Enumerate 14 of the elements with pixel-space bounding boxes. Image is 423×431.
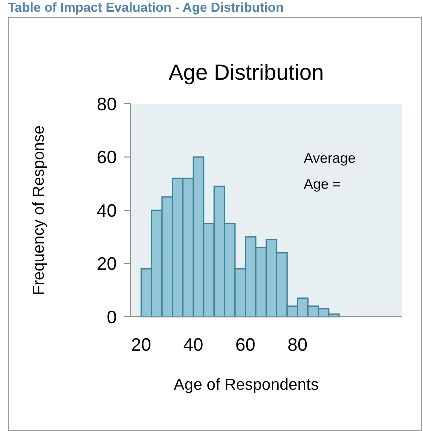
x-tick-label: 40 bbox=[184, 335, 204, 355]
y-tick-label: 20 bbox=[96, 254, 117, 274]
x-tick-label: 60 bbox=[236, 335, 256, 355]
x-axis-title: Age of Respondents bbox=[174, 377, 319, 394]
text: Table of Impact Evaluation - Age Distribution bbox=[8, 0, 284, 15]
y-tick-label: 60 bbox=[96, 148, 117, 168]
annotation: Average Age = bbox=[304, 150, 356, 192]
y-tick-label: 40 bbox=[96, 200, 117, 221]
y-tick-label: 0 bbox=[106, 307, 117, 328]
x-tick-label: 80 bbox=[288, 335, 308, 355]
y-tick-label: 80 bbox=[96, 94, 117, 114]
y-axis-title: Frequency of Response bbox=[31, 125, 48, 296]
chart-title: Age Distribution bbox=[168, 60, 324, 85]
x-tick-label: 20 bbox=[131, 335, 152, 355]
